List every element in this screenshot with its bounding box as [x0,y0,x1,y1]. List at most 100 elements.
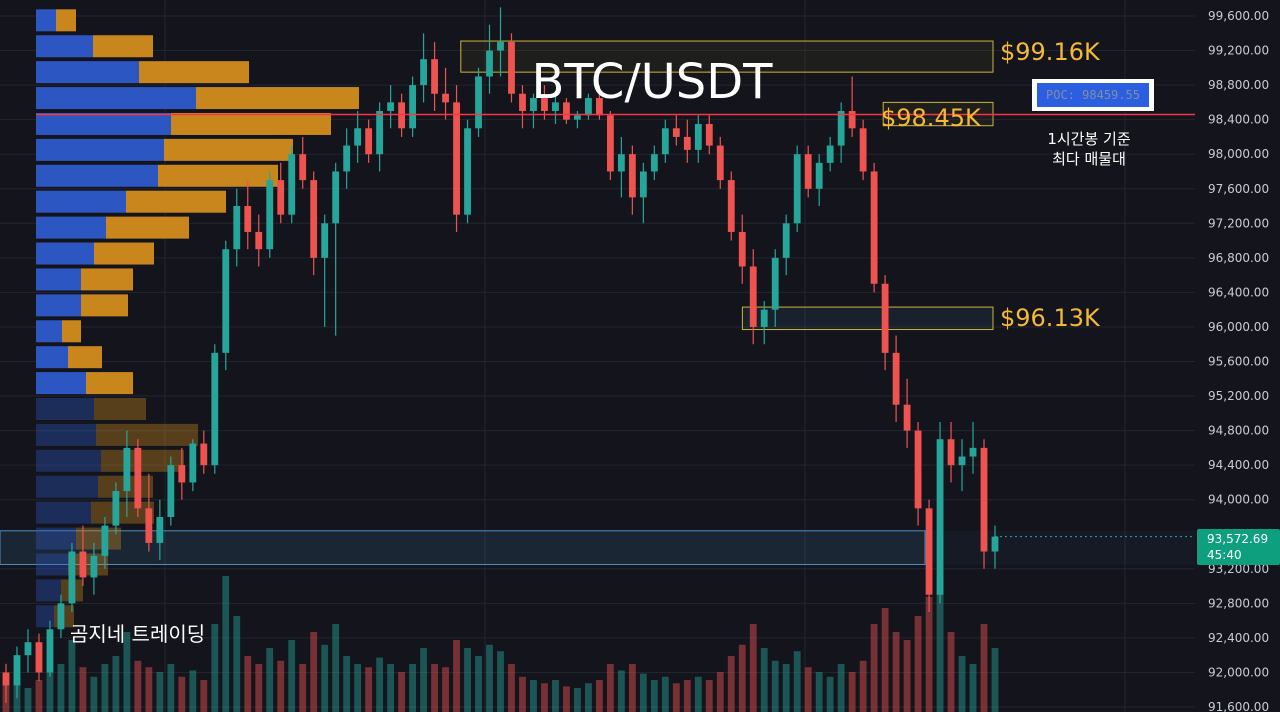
profile-sell-bar [94,242,154,265]
candle-body [167,465,175,517]
volume-bar [650,680,658,712]
profile-buy-bar [36,242,94,265]
volume-bar [68,640,76,712]
profile-buy-bar [36,87,196,110]
volume-bar [189,670,197,712]
candle-body [112,491,120,526]
candle-body [815,162,823,189]
volume-bar [211,624,219,712]
volume-bar [530,680,537,712]
price-tick-label: 98,800.00 [1208,78,1269,92]
candle-body [727,180,735,232]
zone-label-99k: $99.16K [1000,38,1101,66]
candle-body [365,128,373,155]
volume-bar [255,664,263,712]
candle-body [233,206,241,250]
profile-buy-bar [36,190,126,213]
profile-buy-bar [36,501,91,524]
candle-body [178,465,186,483]
profile-buy-bar [36,423,96,446]
volume-bar [233,616,241,712]
profile-buy-bar [36,138,164,161]
price-axis[interactable]: 99,600.00 99,200.00 98,800.00 98,400.00 98,0… [1208,9,1269,712]
candle-body [222,249,230,353]
profile-buy-bar [36,449,101,472]
candle-body [969,447,977,457]
candle-body [420,59,427,86]
profile-buy-bar [36,475,98,498]
candle-body [189,443,197,483]
candle-body [46,629,54,673]
volume-bar [617,670,625,712]
volume-bar [442,667,449,712]
profile-buy-bar [36,112,171,135]
profile-sell-bar [76,527,121,550]
volume-bar [354,664,362,712]
volume-bar [244,656,252,712]
candle-body [90,555,98,578]
candle-body [826,145,834,163]
candle-body [749,266,757,327]
candle-body [156,516,164,543]
volume-bar [376,657,384,712]
volume-bar [332,624,340,712]
profile-buy-bar [36,605,54,628]
profile-sell-bar [158,164,278,187]
volume-bar [903,640,911,712]
candle-body [475,76,482,129]
volume-bar [595,680,603,712]
volume-bar [804,667,812,712]
volume-bar [398,672,406,712]
volume-bar [167,664,175,712]
profile-buy-bar [36,579,61,602]
candle-body [409,85,416,129]
candle-body [639,171,647,198]
price-tick-label: 94,400.00 [1208,458,1269,472]
volume-bar [892,632,900,712]
candle-body [310,180,318,258]
volume-bar [200,680,208,712]
volume-bar [782,664,790,712]
candle-body [837,111,845,146]
price-tick-label: 97,600.00 [1208,182,1269,196]
profile-buy-bar [36,61,139,84]
candle-body [628,154,636,198]
candle-body [530,98,537,112]
candle-body [705,123,713,146]
volume-bar [541,683,548,712]
profile-sell-bar [171,112,331,135]
candle-body [101,525,109,556]
chart-title: BTC/USDT [531,54,773,110]
price-tick-label: 94,800.00 [1208,424,1269,438]
candle-body [244,206,252,232]
volume-bar [574,688,581,712]
candle-body [277,180,285,215]
candle-body [211,352,219,466]
candle-body [453,102,460,215]
profile-buy-bar [36,268,81,291]
candle-body [650,154,658,172]
price-tick-label: 96,800.00 [1208,251,1269,265]
candle-body [343,145,351,172]
candle-body [760,309,768,327]
candle-body [68,551,76,604]
volume-bar [101,664,109,712]
volume-bar [486,644,493,712]
price-zone [0,530,926,565]
price-tick-label: 97,200.00 [1208,216,1269,230]
volume-bar [299,664,307,712]
candle-body [79,551,87,578]
volume-bar [431,664,438,712]
volume-bar [222,576,230,712]
profile-buy-bar [36,294,81,317]
profile-sell-bar [62,320,81,343]
profile-sell-bar [86,372,133,395]
price-zone [460,40,994,73]
profile-buy-bar [36,216,106,239]
profile-sell-bar [81,294,128,317]
candle-body [859,128,867,172]
volume-bar [914,616,922,712]
profile-buy-bar [36,9,56,32]
candle-body [782,223,790,258]
